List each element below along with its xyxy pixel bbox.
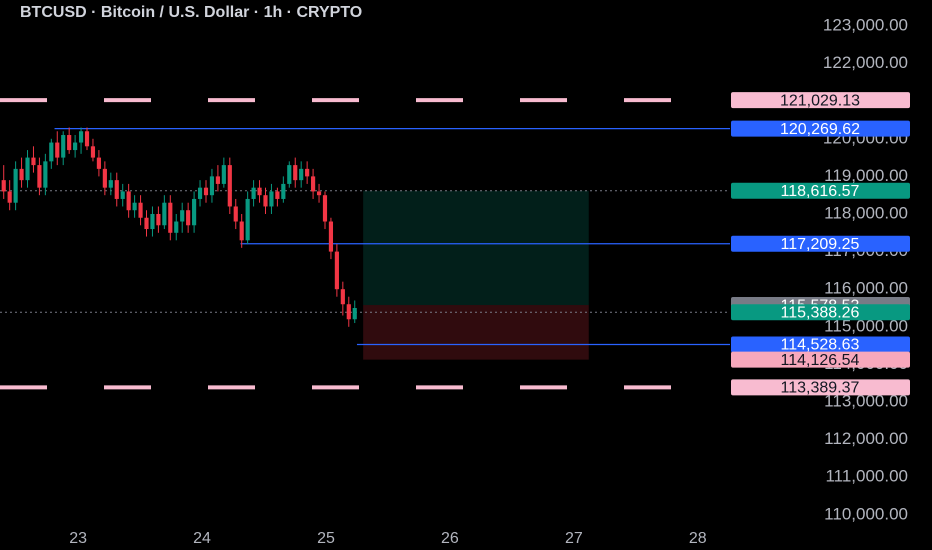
candle-body	[1, 180, 6, 192]
x-tick-label: 25	[317, 530, 335, 547]
loss-zone	[363, 305, 589, 360]
candle-body	[138, 202, 143, 218]
candle-body	[102, 168, 107, 188]
candle-body	[239, 221, 244, 241]
candle-body	[150, 213, 155, 230]
candle-body	[126, 191, 131, 211]
candle-body	[221, 165, 226, 184]
candle-body	[120, 191, 125, 199]
price-label: 113,389.37	[781, 380, 860, 397]
candle-body	[227, 165, 232, 207]
price-label: 118,616.57	[781, 183, 860, 200]
candle-body	[156, 213, 161, 226]
chart-title: BTCUSD · Bitcoin / U.S. Dollar · 1h · CR…	[20, 4, 362, 21]
candle-body	[37, 165, 42, 188]
candle-body	[340, 289, 345, 305]
candle-body	[203, 187, 209, 196]
price-label: 120,269.62	[780, 121, 860, 138]
y-tick-label: 123,000.00	[823, 15, 908, 34]
candle-body	[322, 195, 328, 222]
candle-body	[305, 168, 310, 177]
y-tick-label: 113,000.00	[824, 391, 908, 410]
y-tick-label: 115,000.00	[824, 316, 908, 335]
candle-body	[233, 206, 238, 222]
candle-body	[209, 176, 215, 196]
candle-body	[316, 191, 322, 196]
candle-body	[263, 195, 268, 207]
price-label: 115,388.26	[781, 304, 860, 321]
candle-body	[287, 165, 292, 184]
candle-body	[84, 131, 90, 147]
candle-body	[61, 135, 66, 158]
candle-body	[281, 183, 286, 199]
price-label-bg	[731, 120, 910, 137]
candle-body	[108, 180, 113, 188]
layer	[0, 98, 730, 390]
candle-body	[114, 180, 119, 199]
price-label: 117,209.25	[781, 236, 860, 253]
candle-body	[13, 168, 18, 203]
candle-body	[299, 168, 304, 181]
price-label: 114,528.63	[781, 337, 860, 354]
candle-body	[67, 135, 72, 151]
price-label-bg	[731, 92, 910, 109]
candle-body	[7, 191, 12, 203]
price-label: 121,029.13	[780, 92, 860, 109]
price-label-bg	[731, 351, 910, 368]
candle-body	[90, 146, 96, 158]
y-tick-label: 118,000.00	[824, 203, 908, 222]
x-tick-label: 28	[689, 530, 707, 547]
profit-zone	[363, 190, 589, 306]
price-label-bg	[731, 235, 910, 252]
price-label-bg	[731, 304, 910, 321]
candle-body	[25, 157, 30, 181]
candle-body	[168, 202, 173, 233]
candle-body	[311, 176, 316, 192]
candle-body	[162, 202, 167, 226]
price-label: 114,126.54	[781, 352, 860, 369]
price-label-bg	[731, 182, 910, 199]
candle-body	[352, 307, 357, 320]
candle-body	[269, 191, 274, 207]
candle-body	[346, 304, 351, 320]
candle-body	[328, 221, 334, 252]
y-tick-label: 116,000.00	[824, 279, 908, 298]
candle-body	[180, 210, 185, 222]
x-tick-label: 27	[565, 530, 583, 547]
price-label-bg	[731, 336, 910, 353]
x-tick-label: 26	[441, 530, 459, 547]
candle-body	[144, 217, 149, 230]
candle-body	[78, 131, 84, 143]
candle-body	[245, 198, 250, 241]
candle-body	[192, 198, 197, 226]
x-tick-label: 23	[69, 530, 87, 547]
candle-body	[293, 165, 298, 181]
x-tick-label: 24	[193, 530, 211, 547]
candle-body	[31, 157, 36, 166]
candle-body	[197, 187, 203, 199]
candle-body	[251, 187, 256, 199]
candle-body	[174, 221, 179, 233]
candle-body	[257, 187, 262, 196]
candle-body	[186, 210, 191, 226]
price-label-bg	[731, 379, 910, 396]
candle-body	[43, 161, 48, 188]
y-tick-label: 111,000.00	[825, 467, 908, 486]
candle-body	[215, 176, 220, 184]
candle-body	[275, 191, 280, 199]
candle-body	[334, 251, 339, 290]
candle-body	[19, 168, 24, 181]
candle-body	[73, 142, 78, 151]
y-tick-label: 110,000.00	[824, 504, 908, 523]
candle-body	[96, 157, 101, 169]
y-tick-label: 122,000.00	[823, 53, 908, 72]
candle-body	[49, 142, 54, 162]
candle-body	[55, 142, 60, 158]
y-tick-label: 112,000.00	[824, 429, 908, 448]
candle-body	[132, 202, 137, 211]
y-tick-label: 119,000.00	[824, 166, 908, 185]
layer: 121,029.13 120,269.62 118,616.57 117,209.25…	[731, 92, 910, 397]
